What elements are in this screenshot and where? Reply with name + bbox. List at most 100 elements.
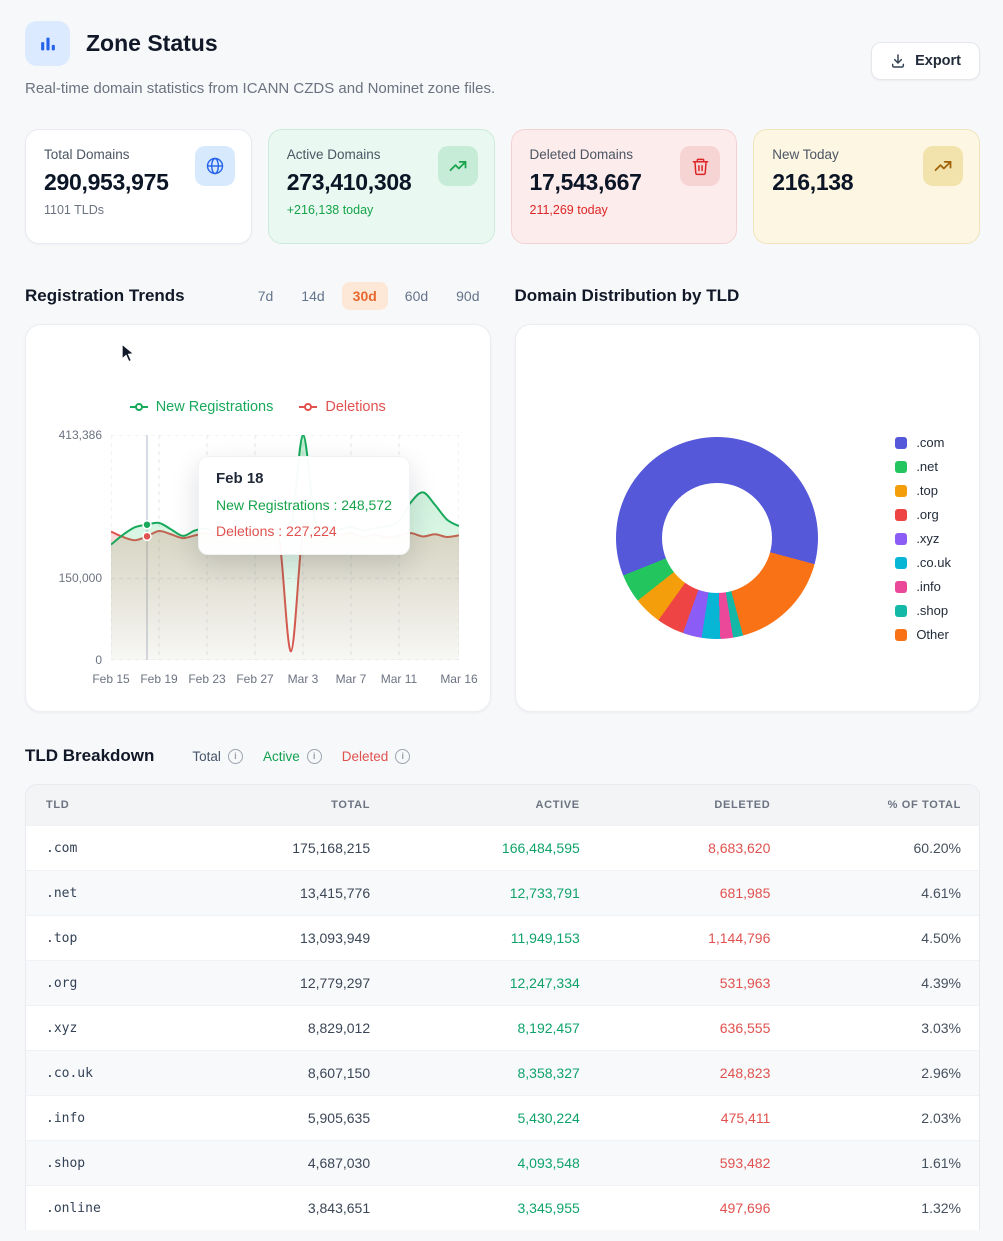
donut-legend-item-shop[interactable]: .shop [895,603,951,618]
cell-pct: 4.61% [788,870,979,916]
range-tab-90d[interactable]: 90d [456,288,480,304]
stat-value: 290,953,975 [44,169,169,195]
x-axis-label: Feb 19 [140,672,178,686]
cell-deleted: 593,482 [597,1140,789,1186]
x-axis-label: Mar 7 [335,672,367,686]
cell-active: 12,733,791 [388,870,598,916]
y-axis-label: 413,386 [58,428,102,442]
column-header-total: TOTAL [188,785,389,826]
legend-swatch [895,460,908,473]
cell-active: 166,484,595 [388,825,598,871]
chart-panels: New Registrations Deletions 413,386 150,0… [25,324,980,712]
legend-label: .shop [916,603,949,618]
line-dot-marker-icon [129,403,148,411]
legend-label: .org [916,507,939,522]
table-row: .org 12,779,297 12,247,334 531,963 4.39% [26,960,979,1006]
column-header-active: ACTIVE [388,785,598,826]
tld-table-container: TLD TOTAL ACTIVE DELETED% OF TOTAL .com 175,… [25,784,980,1230]
donut-legend-item-top[interactable]: .top [895,483,951,498]
table-row: .net 13,415,776 12,733,791 681,985 4.61% [26,870,979,916]
cell-tld: .top [26,915,188,961]
tooltip-deletions: Deletions : 227,224 [216,523,337,539]
legend-label: .co.uk [916,555,951,570]
range-tab-60d[interactable]: 60d [404,288,429,304]
tld-table: TLD TOTAL ACTIVE DELETED% OF TOTAL .com 175,… [26,785,979,1230]
legend-swatch [895,532,908,545]
donut-legend-item-com[interactable]: .com [895,435,951,450]
legend-swatch [895,580,908,593]
stat-sub: +216,138 today [286,203,374,217]
table-row: .info 5,905,635 5,430,224 475,411 2.03% [26,1095,979,1141]
cell-total: 8,829,012 [188,1005,389,1051]
cell-pct: 3.03% [788,1005,979,1051]
table-row: .co.uk 8,607,150 8,358,327 248,823 2.96% [26,1050,979,1096]
cell-tld: .shop [26,1140,188,1186]
stat-card-new-today: New Today 216,138 [753,129,980,244]
cell-tld: .com [26,825,188,871]
legend-label: .net [916,459,938,474]
x-axis-label: Feb 15 [92,672,130,686]
stat-sub: 211,269 today [529,203,608,217]
cell-active: 5,430,224 [388,1095,598,1141]
export-button[interactable]: Export [871,42,980,80]
section-title-domain-distribution: Domain Distribution by TLD [514,286,740,305]
page-title: Zone Status [86,30,218,56]
download-icon [890,53,906,69]
legend-swatch [895,508,908,521]
legend-swatch [895,604,908,617]
cell-pct: 1.61% [788,1140,979,1186]
cell-active: 8,358,327 [388,1050,598,1096]
info-icon[interactable]: i [395,748,411,764]
legend-label: Total [192,748,221,764]
stat-label: New Today [772,147,839,162]
cell-tld: .info [26,1095,188,1141]
legend-label: New Registrations [155,399,274,415]
table-row: .xyz 8,829,012 8,192,457 636,555 3.03% [26,1005,979,1051]
bar-chart-icon [25,21,70,66]
stat-label: Active Domains [286,147,381,162]
trending-up-icon [923,146,963,186]
donut-legend-item-Other[interactable]: Other [895,627,951,642]
cell-total: 13,093,949 [188,915,389,961]
cell-active: 12,247,334 [388,960,598,1006]
cell-active: 11,949,153 [388,915,598,961]
info-icon[interactable]: i [227,748,243,764]
legend-deletions[interactable]: Deletions [299,399,386,415]
range-tab-30d[interactable]: 30d [341,282,388,310]
page-header: Zone Status [25,21,980,66]
cell-total: 8,607,150 [188,1050,389,1096]
donut-legend-item-net[interactable]: .net [895,459,951,474]
y-axis-label: 150,000 [58,571,102,586]
info-icon[interactable]: i [306,748,322,764]
range-tab-14d[interactable]: 14d [301,288,325,304]
tld-legend-deleted: Deleted i [342,748,411,764]
trending-up-icon [437,146,478,186]
y-axis-label: 0 [95,653,102,667]
column-header-tld: TLD [26,785,188,826]
cell-total: 3,843,651 [188,1185,389,1230]
cell-deleted: 8,683,620 [597,825,789,871]
donut-legend-item-xyz[interactable]: .xyz [895,531,951,546]
tooltip-registrations: New Registrations : 248,572 [216,497,392,513]
cell-total: 13,415,776 [188,870,389,916]
globe-icon [194,146,235,186]
trend-chart-legend: New Registrations Deletions [26,399,490,415]
cell-deleted: 1,144,796 [597,915,789,961]
cell-active: 4,093,548 [388,1140,598,1186]
stat-value: 17,543,667 [529,169,642,195]
cell-total: 5,905,635 [188,1095,389,1141]
donut-legend: .com .net .top .org .xyz .co.uk .info .shop Othe… [895,435,951,642]
cell-deleted: 531,963 [597,960,789,1006]
donut-legend-item-info[interactable]: .info [895,579,951,594]
legend-label: Deletions [325,399,386,415]
legend-new-registrations[interactable]: New Registrations [129,399,274,415]
stat-sub: 1101 TLDs [44,203,104,217]
cell-active: 3,345,955 [388,1185,598,1230]
legend-label: .top [916,483,938,498]
donut-legend-item-couk[interactable]: .co.uk [895,555,951,570]
range-tab-7d[interactable]: 7d [257,288,274,304]
cell-tld: .xyz [26,1005,188,1051]
legend-label: .com [916,435,945,450]
donut-legend-item-org[interactable]: .org [895,507,951,522]
